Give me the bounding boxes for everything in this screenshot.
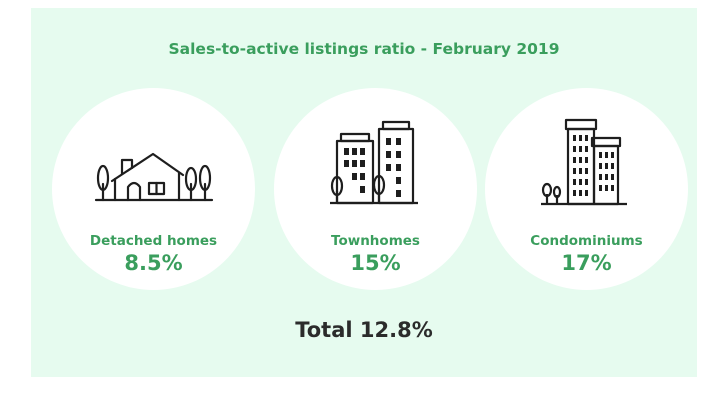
infographic-panel: Sales-to-active listings ratio - Februar… [31,8,697,377]
house-icon [94,152,214,202]
category-label: Condominiums [530,233,643,249]
condominiums-card: Condominiums 17% [485,88,688,290]
category-label: Townhomes [331,233,420,249]
infographic-title: Sales-to-active listings ratio - Februar… [168,40,560,58]
total-ratio: Total 12.8% [295,318,433,342]
condo-tower-icon [541,118,627,206]
category-label: Detached homes [89,233,218,249]
townhomes-card: Townhomes 15% [274,88,477,290]
detached-homes-card: Detached homes 8.5% [52,88,255,290]
category-value: 15% [350,251,401,275]
townhouse-buildings-icon [330,120,418,205]
category-value: 8.5% [124,251,183,275]
category-value: 17% [561,251,612,275]
